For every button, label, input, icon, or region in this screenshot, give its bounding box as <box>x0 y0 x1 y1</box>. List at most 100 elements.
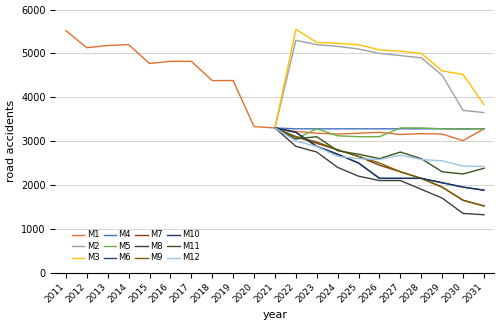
M9 <box>356 155 362 158</box>
M12 <box>481 165 487 169</box>
M12 <box>398 153 404 157</box>
M1 <box>104 44 110 48</box>
M11 <box>314 135 320 139</box>
Line: M6: M6 <box>275 128 484 190</box>
M8 <box>334 165 340 169</box>
M6 <box>398 176 404 180</box>
M1 <box>126 43 132 47</box>
M4 <box>356 127 362 131</box>
M1 <box>251 125 257 128</box>
M11 <box>376 157 382 161</box>
M8 <box>356 174 362 178</box>
X-axis label: year: year <box>262 310 287 320</box>
M7 <box>272 126 278 130</box>
Y-axis label: road accidents: road accidents <box>6 100 16 182</box>
M6 <box>481 188 487 192</box>
M7 <box>398 170 404 174</box>
M2 <box>334 44 340 48</box>
M4 <box>376 127 382 131</box>
M10 <box>314 144 320 148</box>
M6 <box>293 130 299 134</box>
M8 <box>439 196 445 200</box>
M6 <box>272 126 278 130</box>
M10 <box>356 161 362 165</box>
M11 <box>418 157 424 161</box>
M11 <box>398 150 404 154</box>
Line: M10: M10 <box>275 128 484 190</box>
M4 <box>439 127 445 131</box>
M5 <box>314 127 320 131</box>
M1 <box>84 46 90 50</box>
M8 <box>272 126 278 130</box>
M12 <box>460 164 466 168</box>
M4 <box>460 127 466 131</box>
M5 <box>439 127 445 131</box>
M7 <box>481 204 487 208</box>
M2 <box>314 43 320 47</box>
M9 <box>334 148 340 152</box>
M1 <box>230 79 236 82</box>
M12 <box>356 157 362 161</box>
M9 <box>481 204 487 208</box>
M10 <box>460 185 466 189</box>
M12 <box>439 159 445 163</box>
M10 <box>293 130 299 134</box>
M9 <box>314 140 320 144</box>
M1 <box>334 132 340 136</box>
M12 <box>293 139 299 143</box>
M8 <box>293 144 299 148</box>
M3 <box>314 40 320 44</box>
M4 <box>314 127 320 131</box>
M2 <box>481 111 487 114</box>
M8 <box>376 179 382 183</box>
Line: M11: M11 <box>275 128 484 174</box>
M8 <box>460 212 466 215</box>
M1 <box>188 59 194 63</box>
M1 <box>376 130 382 134</box>
M6 <box>439 181 445 185</box>
M3 <box>481 103 487 107</box>
M1 <box>356 131 362 135</box>
M11 <box>439 170 445 174</box>
M6 <box>460 185 466 189</box>
M1 <box>398 133 404 137</box>
M3 <box>334 41 340 45</box>
M7 <box>314 141 320 145</box>
M1 <box>272 126 278 130</box>
M3 <box>439 69 445 73</box>
M5 <box>272 126 278 130</box>
M7 <box>334 148 340 152</box>
Line: M3: M3 <box>275 29 484 128</box>
M6 <box>314 144 320 148</box>
M4 <box>398 127 404 131</box>
M1 <box>168 59 173 63</box>
M2 <box>398 54 404 58</box>
M10 <box>334 152 340 156</box>
M9 <box>439 185 445 189</box>
M1 <box>439 132 445 136</box>
M10 <box>439 181 445 185</box>
M1 <box>418 132 424 136</box>
M5 <box>293 137 299 141</box>
M6 <box>418 176 424 180</box>
Line: M2: M2 <box>275 40 484 128</box>
M5 <box>334 134 340 138</box>
Line: M4: M4 <box>275 128 484 129</box>
M11 <box>460 172 466 176</box>
M3 <box>398 49 404 53</box>
M3 <box>272 126 278 130</box>
M11 <box>481 166 487 170</box>
M4 <box>293 127 299 131</box>
M3 <box>376 48 382 52</box>
M4 <box>418 127 424 131</box>
M7 <box>376 163 382 167</box>
M3 <box>418 52 424 55</box>
M4 <box>272 126 278 130</box>
M12 <box>334 155 340 158</box>
M9 <box>376 161 382 165</box>
M2 <box>439 73 445 77</box>
M10 <box>272 126 278 130</box>
M1 <box>481 127 487 131</box>
M9 <box>418 176 424 180</box>
Line: M12: M12 <box>275 128 484 167</box>
